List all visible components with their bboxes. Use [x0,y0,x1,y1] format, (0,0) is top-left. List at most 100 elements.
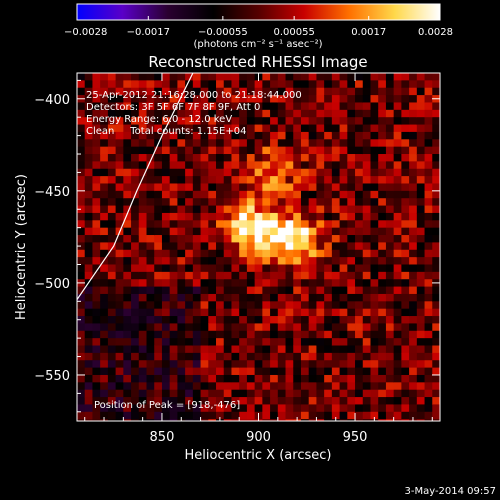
heatmap-cell [424,109,433,118]
heatmap-cell [277,249,287,258]
heatmap-cell [138,293,148,302]
heatmap-cell [324,220,333,229]
heatmap-cell [146,360,155,369]
heatmap-cell [347,235,356,243]
heatmap-cell [169,205,179,214]
heatmap-cell [169,264,179,273]
heatmap-cell [131,117,140,126]
heatmap-cell [239,80,248,89]
heatmap-cell [316,205,325,214]
heatmap-cell [115,220,124,229]
heatmap-cell [161,161,171,170]
heatmap-cell [231,271,240,280]
heatmap-cell [239,279,248,288]
heatmap-cell [200,249,209,258]
heatmap-cell [432,404,440,413]
heatmap-cell [77,183,86,192]
heatmap-cell [416,109,426,118]
heatmap-cell [161,338,171,347]
heatmap-cell [84,397,94,406]
heatmap-cell [339,360,348,369]
heatmap-cell [293,102,302,111]
heatmap-cell [123,308,132,317]
heatmap-cell [177,183,186,192]
heatmap-cell [362,257,372,266]
heatmap-cell [208,176,217,185]
heatmap-cell [339,279,348,288]
heatmap-cell [177,286,186,295]
heatmap-cell [285,124,294,133]
heatmap-cell [100,367,109,376]
heatmap-cell [416,87,426,96]
heatmap-cell [293,338,302,347]
heatmap-cell [401,227,410,236]
heatmap-cell [200,411,209,420]
heatmap-cell [385,352,395,361]
heatmap-cell [370,242,379,251]
x-tick-label: 950 [343,430,368,445]
heatmap-cell [416,382,426,391]
heatmap-cell [100,316,109,325]
heatmap-cell [401,316,410,325]
heatmap-cell [300,146,310,155]
heatmap-cell [331,117,341,126]
heatmap-cell [223,352,233,361]
heatmap-cell [277,308,287,317]
heatmap-cell [146,205,155,214]
heatmap-cell [324,131,333,140]
heatmap-cell [393,389,402,398]
heatmap-cell [185,168,194,177]
heatmap-cell [385,360,395,369]
heatmap-cell [161,80,171,89]
heatmap-cell [424,293,433,302]
heatmap-cell [161,249,171,258]
heatmap-cell [262,176,271,185]
heatmap-cell [131,212,140,221]
heatmap-cell [385,131,395,140]
heatmap-cell [107,117,117,126]
heatmap-cell [92,279,101,288]
heatmap-cell [115,235,124,243]
heatmap-cell [239,286,248,295]
heatmap-cell [154,131,163,140]
heatmap-cell [362,271,372,280]
heatmap-cell [324,323,333,332]
heatmap-cell [100,176,109,185]
heatmap-cell [362,397,372,406]
heatmap-cell [308,293,318,302]
heatmap-cell [416,345,426,354]
heatmap-cell [200,139,209,148]
heatmap-cell [347,323,356,332]
heatmap-cell [246,411,256,420]
heatmap-cell [84,124,94,133]
heatmap-cell [285,316,294,325]
heatmap-cell [185,220,194,229]
heatmap-cell [401,161,410,170]
heatmap-cell [370,198,379,207]
heatmap-cell [270,411,279,420]
heatmap-cell [401,293,410,302]
heatmap-cell [231,308,240,317]
heatmap-cell [385,419,395,421]
heatmap-cell [316,73,325,81]
heatmap-cell [385,176,395,185]
heatmap-cell [293,168,302,177]
heatmap-cell [416,404,426,413]
heatmap-cell [185,382,194,391]
heatmap-cell [262,154,271,162]
heatmap-cell [409,411,418,420]
heatmap-cell [285,382,294,391]
heatmap-cell [138,352,148,361]
heatmap-cell [246,102,256,111]
heatmap-cell [285,367,294,376]
heatmap-cell [401,220,410,229]
heatmap-cell [316,286,325,295]
heatmap-cell [146,198,155,207]
heatmap-cell [293,293,302,302]
heatmap-cell [77,117,86,126]
heatmap-cell [216,249,225,258]
heatmap-cell [208,382,217,391]
heatmap-cell [293,404,302,413]
heatmap-cell [362,183,372,192]
heatmap-cell [154,73,163,81]
